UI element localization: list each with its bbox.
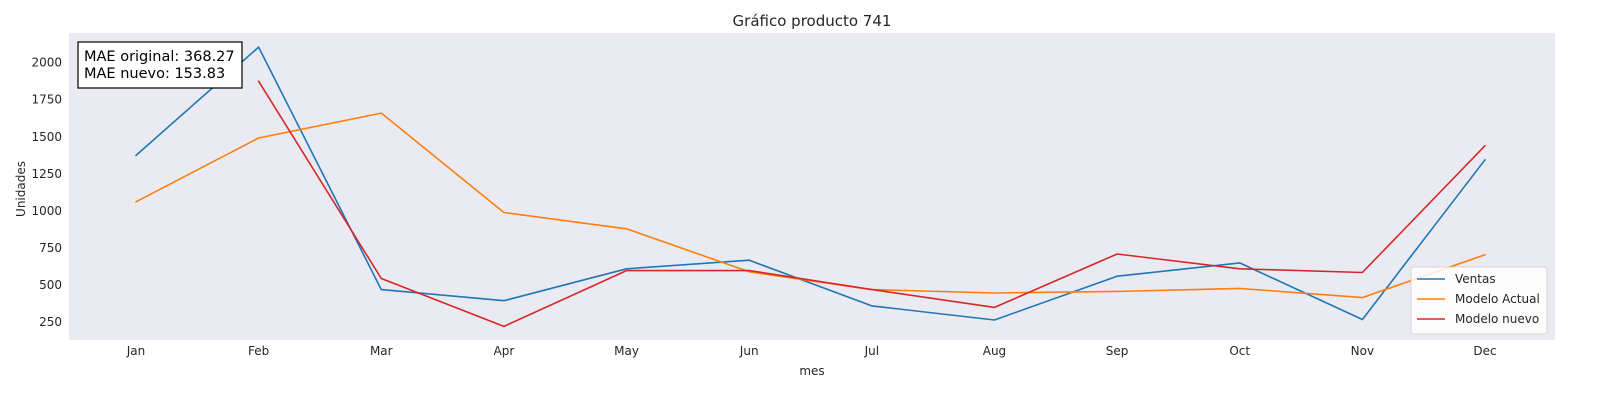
x-tick-label: Jun bbox=[739, 344, 759, 358]
series-lines bbox=[135, 46, 1486, 328]
x-tick-label: Jan bbox=[126, 344, 146, 358]
y-tick-labels: 250 500 750 1000 1250 1500 1750 2000 bbox=[31, 56, 62, 330]
series-line-ventas bbox=[135, 46, 1486, 321]
y-tick-label: 250 bbox=[39, 315, 62, 329]
legend-box bbox=[1410, 266, 1548, 335]
y-tick-label: 750 bbox=[39, 241, 62, 255]
chart-title: Gráfico producto 741 bbox=[733, 12, 892, 30]
legend-label-modelo-actual: Modelo Actual bbox=[1455, 292, 1540, 306]
x-tick-label: Nov bbox=[1351, 344, 1374, 358]
legend-label-ventas: Ventas bbox=[1455, 272, 1496, 286]
y-axis-label: Unidades bbox=[14, 161, 28, 217]
x-tick-label: Oct bbox=[1229, 344, 1250, 358]
y-tick-label: 1750 bbox=[31, 93, 62, 107]
y-tick-label: 1500 bbox=[31, 130, 62, 144]
y-tick-label: 2000 bbox=[31, 56, 62, 70]
mae-annotation: MAE original: 368.27 MAE nuevo: 153.83 bbox=[77, 41, 243, 89]
annotation-line-original: MAE original: 368.27 bbox=[84, 49, 235, 65]
annotation-box bbox=[77, 41, 243, 89]
x-tick-label: Aug bbox=[983, 344, 1006, 358]
y-tick-label: 1000 bbox=[31, 204, 62, 218]
y-tick-label: 1250 bbox=[31, 167, 62, 181]
x-tick-labels: Jan Feb Mar Apr May Jun Jul Aug Sep Oct Nov Dec bbox=[126, 344, 1497, 358]
legend: Ventas Modelo Actual Modelo nuevo bbox=[1410, 266, 1548, 335]
plot-area bbox=[69, 33, 1555, 340]
annotation-line-nuevo: MAE nuevo: 153.83 bbox=[84, 66, 225, 82]
x-tick-label: Apr bbox=[494, 344, 515, 358]
x-tick-label: Dec bbox=[1473, 344, 1496, 358]
x-tick-label: Jul bbox=[864, 344, 879, 358]
legend-label-modelo-nuevo: Modelo nuevo bbox=[1455, 312, 1539, 326]
x-tick-label: Sep bbox=[1106, 344, 1129, 358]
series-line-modelo-nuevo bbox=[257, 80, 1486, 328]
x-tick-label: May bbox=[614, 344, 639, 358]
x-tick-label: Feb bbox=[248, 344, 269, 358]
x-tick-label: Mar bbox=[370, 344, 393, 358]
y-tick-label: 500 bbox=[39, 278, 62, 292]
x-axis-label: mes bbox=[799, 364, 824, 378]
